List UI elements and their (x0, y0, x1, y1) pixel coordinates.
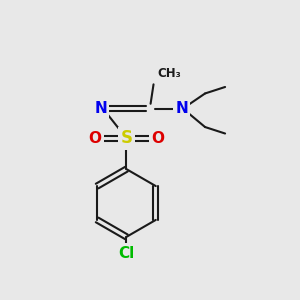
Text: O: O (152, 131, 164, 146)
Text: CH₃: CH₃ (157, 67, 181, 80)
Text: O: O (88, 131, 101, 146)
Text: S: S (120, 129, 132, 147)
Text: N: N (175, 101, 188, 116)
Text: N: N (94, 101, 107, 116)
Text: Cl: Cl (118, 246, 135, 261)
